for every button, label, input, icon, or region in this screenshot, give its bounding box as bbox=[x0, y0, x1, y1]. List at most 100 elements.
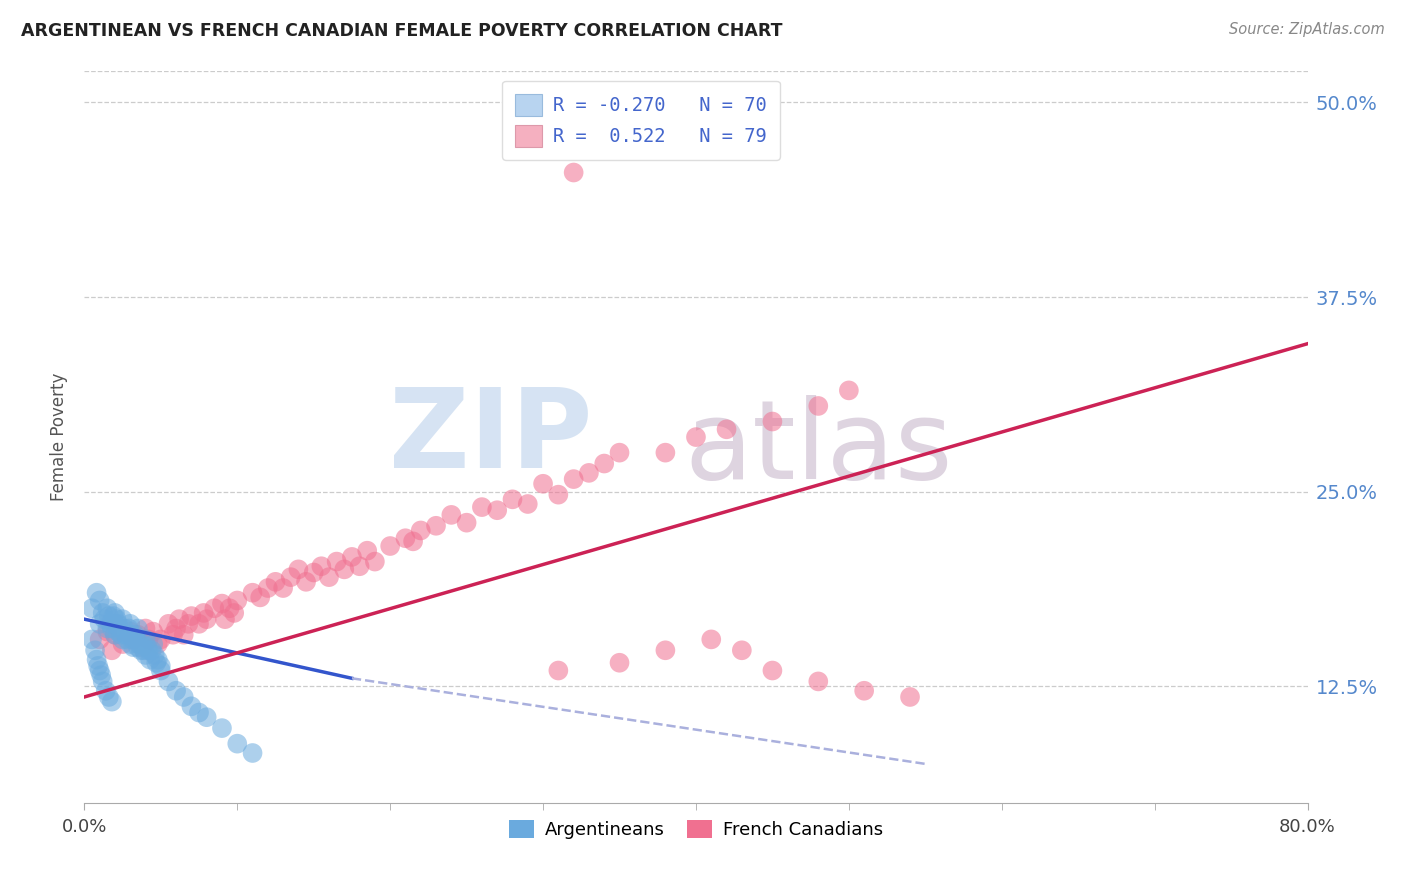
Point bbox=[394, 531, 416, 545]
Point bbox=[761, 664, 783, 678]
Point bbox=[89, 664, 111, 678]
Point bbox=[104, 628, 127, 642]
Point bbox=[218, 601, 240, 615]
Point bbox=[84, 643, 107, 657]
Point bbox=[120, 624, 142, 639]
Point bbox=[224, 606, 246, 620]
Point bbox=[110, 628, 132, 642]
Point bbox=[195, 612, 218, 626]
Point bbox=[104, 628, 127, 642]
Point bbox=[562, 165, 585, 179]
Point bbox=[167, 612, 190, 626]
Point bbox=[120, 628, 142, 642]
Point bbox=[287, 562, 309, 576]
Point bbox=[111, 637, 134, 651]
Point bbox=[122, 640, 145, 655]
Point bbox=[731, 643, 754, 657]
Point bbox=[242, 585, 264, 599]
Point bbox=[107, 624, 129, 639]
Point bbox=[173, 628, 195, 642]
Point bbox=[214, 612, 236, 626]
Point bbox=[101, 695, 124, 709]
Legend: Argentineans, French Canadians: Argentineans, French Canadians bbox=[502, 813, 890, 847]
Point bbox=[402, 534, 425, 549]
Point bbox=[609, 656, 631, 670]
Point bbox=[145, 656, 167, 670]
Point bbox=[333, 562, 356, 576]
Point bbox=[257, 581, 280, 595]
Point bbox=[122, 632, 145, 647]
Point bbox=[807, 399, 830, 413]
Point bbox=[471, 500, 494, 515]
Point bbox=[97, 609, 120, 624]
Point bbox=[90, 668, 112, 682]
Point bbox=[89, 616, 111, 631]
Point bbox=[86, 585, 108, 599]
Point bbox=[142, 637, 165, 651]
Point bbox=[325, 555, 347, 569]
Point bbox=[115, 632, 138, 647]
Text: Source: ZipAtlas.com: Source: ZipAtlas.com bbox=[1229, 22, 1385, 37]
Point bbox=[104, 616, 127, 631]
Point bbox=[86, 652, 108, 666]
Point bbox=[180, 699, 202, 714]
Point bbox=[138, 632, 160, 647]
Point bbox=[118, 622, 141, 636]
Point bbox=[91, 606, 114, 620]
Point bbox=[142, 624, 165, 639]
Point bbox=[120, 637, 142, 651]
Point bbox=[127, 622, 149, 636]
Point bbox=[853, 683, 876, 698]
Point bbox=[105, 612, 128, 626]
Point bbox=[547, 488, 569, 502]
Point bbox=[96, 601, 118, 615]
Point bbox=[136, 640, 159, 655]
Point bbox=[149, 664, 172, 678]
Point bbox=[318, 570, 340, 584]
Point bbox=[94, 683, 117, 698]
Point bbox=[128, 637, 150, 651]
Point bbox=[531, 476, 554, 491]
Point bbox=[188, 616, 211, 631]
Point bbox=[380, 539, 402, 553]
Point bbox=[129, 643, 152, 657]
Point bbox=[135, 622, 157, 636]
Text: ARGENTINEAN VS FRENCH CANADIAN FEMALE POVERTY CORRELATION CHART: ARGENTINEAN VS FRENCH CANADIAN FEMALE PO… bbox=[21, 22, 783, 40]
Point bbox=[302, 566, 325, 580]
Point bbox=[177, 616, 200, 631]
Point bbox=[364, 555, 387, 569]
Point bbox=[107, 616, 129, 631]
Point bbox=[193, 606, 215, 620]
Point bbox=[202, 601, 225, 615]
Point bbox=[562, 472, 585, 486]
Point bbox=[165, 683, 187, 698]
Point bbox=[93, 612, 115, 626]
Point bbox=[124, 628, 146, 642]
Point bbox=[149, 632, 172, 647]
Point bbox=[135, 648, 157, 662]
Point bbox=[654, 445, 676, 459]
Point bbox=[80, 632, 103, 647]
Point bbox=[101, 622, 124, 636]
Point bbox=[114, 628, 136, 642]
Point bbox=[409, 524, 432, 538]
Point bbox=[356, 543, 378, 558]
Point bbox=[89, 593, 111, 607]
Point bbox=[173, 690, 195, 704]
Point bbox=[249, 591, 271, 605]
Point bbox=[700, 632, 723, 647]
Point bbox=[311, 559, 333, 574]
Point bbox=[440, 508, 463, 522]
Point bbox=[104, 606, 127, 620]
Point bbox=[125, 632, 148, 647]
Point bbox=[98, 616, 121, 631]
Point bbox=[141, 643, 163, 657]
Point bbox=[188, 706, 211, 720]
Point bbox=[162, 628, 184, 642]
Point bbox=[149, 658, 172, 673]
Point bbox=[716, 422, 738, 436]
Point bbox=[80, 601, 103, 615]
Point bbox=[807, 674, 830, 689]
Point bbox=[91, 674, 114, 689]
Point bbox=[146, 652, 169, 666]
